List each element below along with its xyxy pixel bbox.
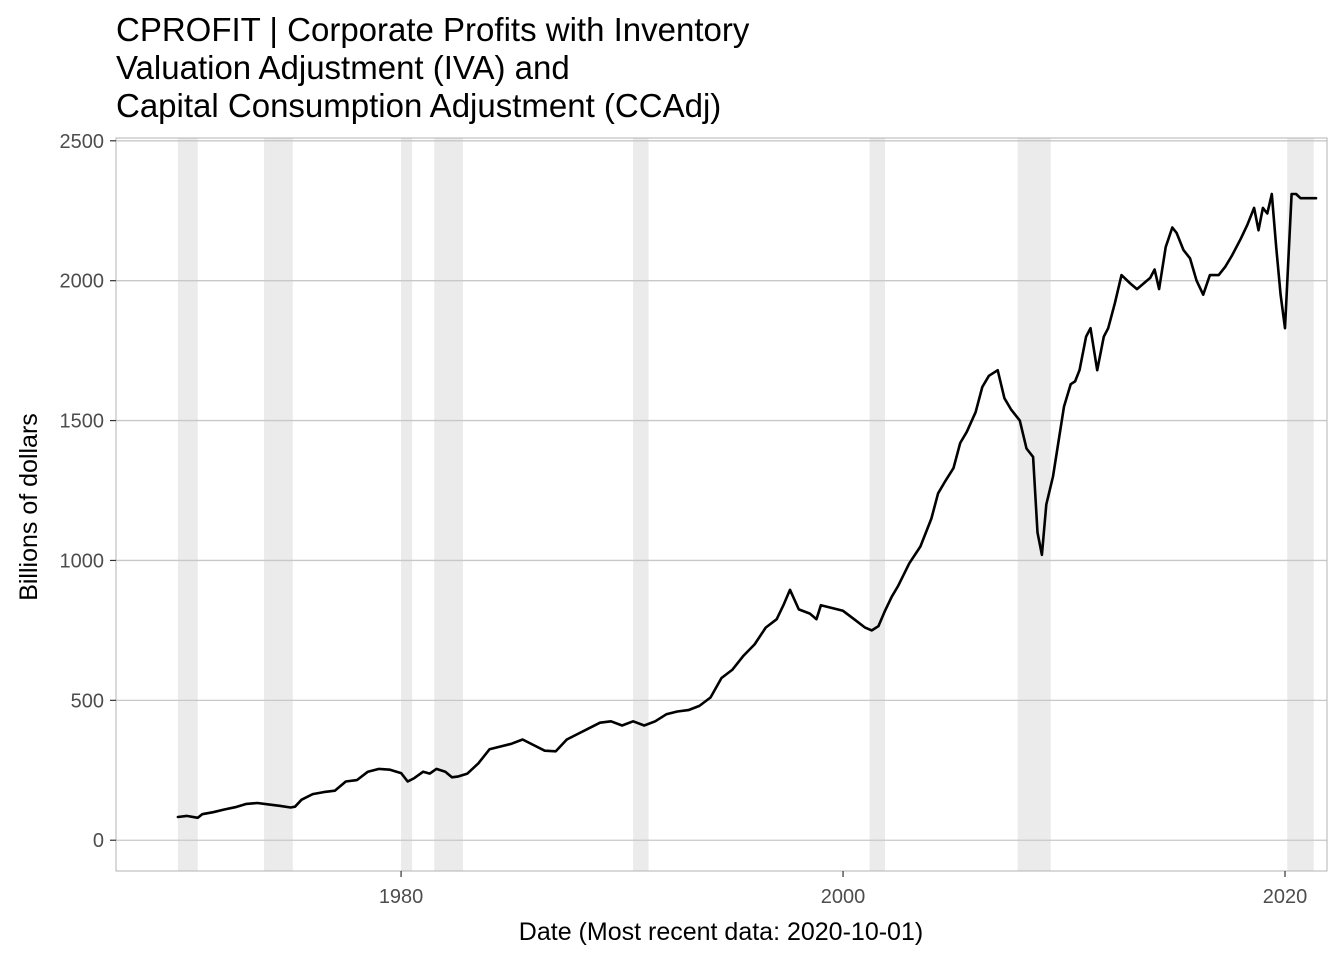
chart-title-line-1: CPROFIT | Corporate Profits with Invento… xyxy=(116,11,750,48)
x-tick-label-1980: 1980 xyxy=(379,886,424,908)
y-tick-label-500: 500 xyxy=(71,690,104,712)
chart-title-line-2: Valuation Adjustment (IVA) and xyxy=(116,49,570,86)
recession-band-3 xyxy=(401,138,413,871)
recession-band-5 xyxy=(633,138,649,871)
recession-band-1 xyxy=(177,138,198,871)
x-tick-label-2020: 2020 xyxy=(1263,886,1308,908)
recession-band-6 xyxy=(869,138,886,871)
recession-band-8 xyxy=(1287,138,1314,871)
plot-panel xyxy=(116,138,1327,871)
recession-band-2 xyxy=(264,138,293,871)
chart-title-line-3: Capital Consumption Adjustment (CCAdj) xyxy=(116,87,721,124)
y-tick-label-1000: 1000 xyxy=(60,550,105,572)
y-axis-ticks: 0 500 1000 1500 2000 2500 xyxy=(60,131,116,852)
series-line-1 xyxy=(176,192,1318,820)
y-tick-label-1500: 1500 xyxy=(60,411,105,433)
y-tick-label-2000: 2000 xyxy=(60,271,105,293)
recession-band-4 xyxy=(434,138,463,871)
x-tick-label-2000: 2000 xyxy=(821,886,866,908)
y-tick-label-0: 0 xyxy=(93,830,104,852)
x-axis-ticks: 1980 2000 2020 xyxy=(379,871,1307,908)
y-gridlines xyxy=(116,140,1327,841)
plot-border xyxy=(115,137,1328,872)
y-tick-label-2500: 2500 xyxy=(60,131,105,153)
y-axis-title: Billions of dollars xyxy=(15,413,43,601)
series-layer xyxy=(176,192,1318,820)
x-axis-title: Date (Most recent data: 2020-10-01) xyxy=(519,918,923,946)
